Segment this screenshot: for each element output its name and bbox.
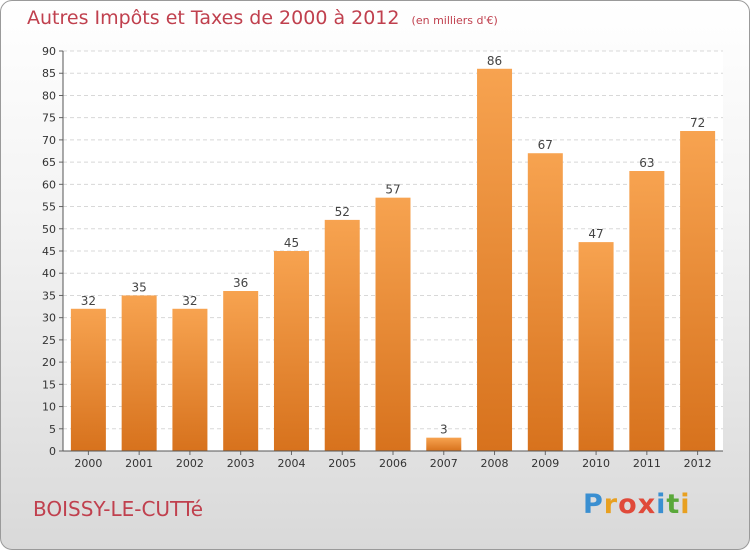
- x-tick-label: 2004: [277, 457, 305, 470]
- y-tick-label: 80: [42, 89, 56, 102]
- commune-name: BOISSY-LE-CUTTé: [33, 497, 204, 521]
- bar: [172, 308, 208, 451]
- logo-letter: i: [656, 489, 667, 520]
- bar: [527, 153, 563, 451]
- bar: [223, 291, 259, 451]
- y-tick-label: 35: [42, 289, 56, 302]
- y-tick-label: 70: [42, 134, 56, 147]
- unit-note: (en milliers d'€): [411, 14, 498, 27]
- data-label: 35: [132, 280, 147, 294]
- y-tick-label: 30: [42, 312, 56, 325]
- data-label: 67: [538, 138, 553, 152]
- y-tick-label: 65: [42, 156, 56, 169]
- bar: [324, 219, 360, 451]
- x-tick-label: 2012: [684, 457, 712, 470]
- y-tick-label: 90: [42, 45, 56, 58]
- data-label: 32: [182, 294, 197, 308]
- y-tick-label: 25: [42, 334, 56, 347]
- logo-letter: o: [618, 489, 638, 520]
- data-label: 86: [487, 54, 502, 68]
- x-tick-label: 2003: [227, 457, 255, 470]
- proxiti-logo: Proxiti: [583, 489, 691, 520]
- y-tick-label: 85: [42, 67, 56, 80]
- logo-letter: x: [637, 489, 657, 520]
- logo-letter: r: [603, 489, 619, 520]
- x-tick-label: 2000: [74, 457, 102, 470]
- data-label: 32: [81, 294, 96, 308]
- logo-letter: i: [680, 489, 691, 520]
- x-tick-label: 2008: [481, 457, 509, 470]
- data-label: 52: [335, 205, 350, 219]
- bar: [680, 131, 716, 451]
- x-tick-label: 2001: [125, 457, 153, 470]
- y-tick-label: 40: [42, 267, 56, 280]
- x-tick-label: 2005: [328, 457, 356, 470]
- y-tick-label: 5: [49, 423, 56, 436]
- x-tick-label: 2011: [633, 457, 661, 470]
- y-tick-label: 0: [49, 445, 56, 458]
- y-tick-label: 60: [42, 178, 56, 191]
- y-tick-label: 15: [42, 378, 56, 391]
- x-tick-label: 2006: [379, 457, 407, 470]
- x-tick-label: 2010: [582, 457, 610, 470]
- bar: [70, 308, 106, 451]
- chart-title: Autres Impôts et Taxes de 2000 à 2012 (e…: [27, 7, 498, 29]
- y-tick-label: 45: [42, 245, 56, 258]
- data-label: 63: [639, 156, 654, 170]
- bar: [375, 197, 411, 451]
- data-label: 45: [284, 236, 299, 250]
- data-label: 36: [233, 276, 248, 290]
- bar: [426, 437, 462, 451]
- y-tick-label: 55: [42, 201, 56, 214]
- bar: [121, 295, 157, 451]
- data-label: 47: [588, 227, 603, 241]
- x-tick-label: 2007: [430, 457, 458, 470]
- bar: [273, 251, 309, 451]
- bar: [578, 242, 614, 451]
- y-tick-label: 10: [42, 401, 56, 414]
- logo-letter: t: [666, 489, 681, 520]
- bar: [629, 171, 665, 451]
- bar: [477, 68, 513, 452]
- data-label: 3: [440, 423, 448, 437]
- y-tick-label: 50: [42, 223, 56, 236]
- y-tick-label: 75: [42, 112, 56, 125]
- y-tick-label: 20: [42, 356, 56, 369]
- logo-letter: P: [583, 489, 604, 520]
- x-tick-label: 2009: [531, 457, 559, 470]
- data-label: 72: [690, 116, 705, 130]
- x-tick-label: 2002: [176, 457, 204, 470]
- title-text: Autres Impôts et Taxes de 2000 à 2012: [27, 7, 400, 29]
- data-label: 57: [385, 183, 400, 197]
